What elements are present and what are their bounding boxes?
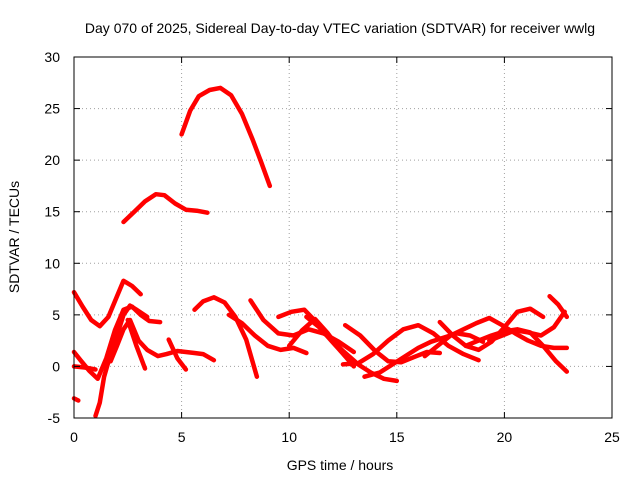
series-arc-e (125, 317, 148, 371)
series-arc-d (108, 317, 217, 364)
y-tick-label: 25 (44, 101, 60, 117)
series-group (71, 85, 570, 419)
y-tick-label: -5 (48, 410, 61, 426)
series-arc-f (166, 337, 189, 372)
y-tick-label: 20 (44, 152, 60, 168)
plot-frame (73, 56, 613, 419)
series-arc-mid (121, 191, 210, 225)
x-tick-label: 25 (604, 429, 620, 445)
series-arc-q (437, 306, 546, 353)
series-arc-i (226, 312, 309, 356)
y-tick-label: 30 (44, 49, 60, 65)
series-arc-c (93, 303, 150, 419)
y-tick-label: 15 (44, 204, 60, 220)
series-arc-o (362, 331, 486, 379)
x-tick-label: 0 (70, 429, 78, 445)
y-tick-label: 0 (52, 358, 60, 374)
x-tick-label: 5 (178, 429, 186, 445)
y-tick-label: 10 (44, 255, 60, 271)
x-tick-label: 10 (281, 429, 297, 445)
series-arc-high (179, 85, 273, 189)
series-arc-l (304, 314, 400, 384)
series-arc-s (487, 309, 567, 343)
x-tick-label: 20 (497, 429, 513, 445)
series-arc-a (71, 278, 143, 329)
series-arc-t (547, 294, 570, 320)
x-axis-label: GPS time / hours (287, 457, 394, 473)
series-arc-u (71, 396, 81, 403)
y-tick-label: 5 (52, 307, 60, 323)
chart-title: Day 070 of 2025, Sidereal Day-to-day VTE… (85, 20, 595, 36)
series-arc-m (340, 322, 481, 367)
ticks: 0 5 10 15 20 25 -5 0 5 10 15 20 25 30 (44, 49, 620, 445)
x-tick-label: 15 (389, 429, 405, 445)
y-axis-label: SDTVAR / TECUs (6, 181, 22, 293)
series-arc-g (192, 295, 260, 379)
